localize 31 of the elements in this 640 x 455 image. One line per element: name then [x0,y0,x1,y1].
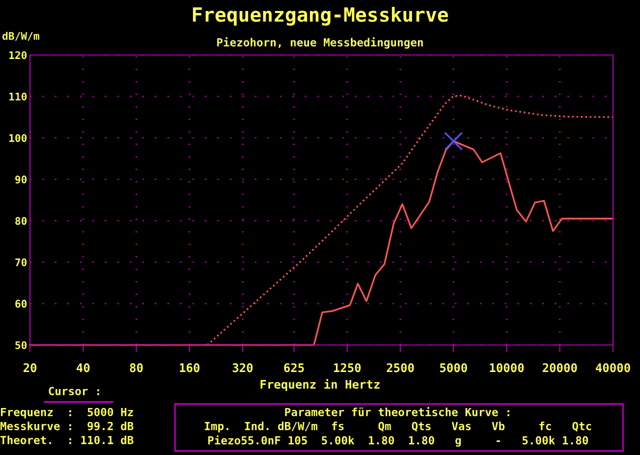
x-tick-label: 10000 [490,363,524,372]
text: Messkurve : 99.2 dB [0,422,134,430]
x-tick-label: 5000 [440,363,468,372]
y-tick-label: 60 [15,300,27,308]
y-tick-label: 120 [9,51,27,60]
y-tick-label: 90 [15,176,27,184]
x-tick-label: 20000 [542,363,577,372]
y-tick-label: 80 [15,216,27,225]
text: Imp. Ind. dB/W/m fs Qm Qts Vas Vb fc Qtc [204,422,592,432]
x-tick-label: 40 [76,363,90,372]
text: Theoret. : 110.1 dB [0,436,134,444]
chart-title: Frequenzgang-Messkurve [192,6,448,26]
text: Cursor : [48,386,100,396]
x-tick-label: 160 [180,363,200,372]
x-tick-label: 20 [24,363,36,372]
text: Parameter für theoretische Kurve : [285,407,510,416]
x-tick-label: 40000 [596,363,630,372]
chart-subtitle: Piezohorn, neue Messbedingungen [217,37,423,49]
y-tick-label: 100 [9,134,27,142]
x-tick-label: 2500 [386,363,414,372]
x-tick-label: 320 [232,363,253,372]
text: Piezo55.0nF 105 5.00k 1.80 1.80 g - 5.00k 1.80 [208,435,588,447]
text: Frequenz : 5000 Hz [0,408,133,418]
x-tick-label: 1250 [334,363,361,372]
y-tick-label: 70 [15,258,27,266]
x-tick-label: 625 [284,363,304,372]
x-axis-title: Frequenz in Hertz [260,378,380,392]
y-axis-title: dB/W/m [2,32,40,41]
x-tick-label: 80 [130,363,143,372]
y-tick-label: 110 [9,92,27,101]
y-tick-label: 50 [15,341,27,350]
